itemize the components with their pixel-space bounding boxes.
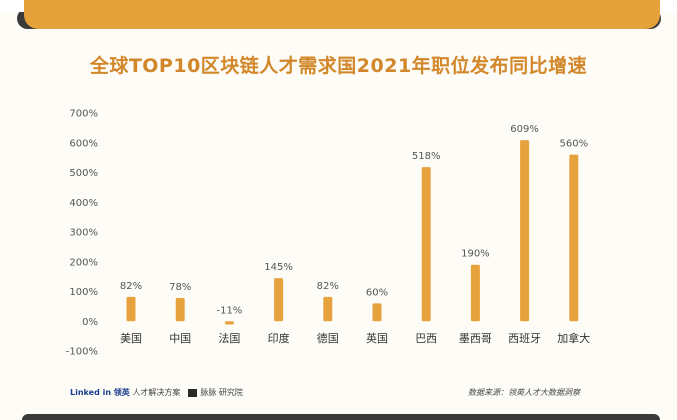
y-tick-label: 200% [69, 257, 98, 268]
bar [520, 140, 530, 322]
y-tick-label: 600% [69, 138, 98, 149]
value-label: 145% [264, 262, 293, 273]
y-tick-label: 300% [69, 228, 98, 239]
linkedin-sub: 人才解决方案 [132, 388, 181, 397]
bar [323, 296, 333, 322]
bar [372, 303, 382, 322]
bars [126, 140, 579, 325]
x-tick-label: 法国 [218, 331, 240, 345]
bar [126, 296, 136, 322]
bar [175, 298, 185, 322]
y-axis: -100% 0% 100% 200% 300% 400% 500% 600% 700% [66, 109, 98, 358]
y-tick-label: 700% [69, 109, 98, 120]
x-tick-label: 墨西哥 [459, 332, 492, 345]
value-label: 190% [461, 249, 490, 260]
y-tick-label: 500% [69, 168, 98, 179]
x-tick-label: 巴西 [415, 332, 437, 345]
maimai-label: 脉脉 研究院 [200, 388, 243, 397]
bottom-decorative-bar [22, 414, 660, 420]
maimai-mark-icon [188, 388, 198, 397]
value-label: 518% [412, 151, 441, 162]
x-tick-label: 印度 [268, 331, 290, 345]
x-tick-label: 美国 [120, 332, 142, 345]
x-tick-label: 加拿大 [557, 331, 590, 345]
y-tick-label: -100% [66, 347, 98, 358]
value-label: 82% [317, 281, 339, 292]
bar [274, 278, 284, 322]
maimai-logo: 脉脉 研究院 [188, 387, 243, 398]
bar [224, 321, 234, 325]
value-label: 609% [510, 124, 539, 135]
y-tick-label: 100% [69, 287, 98, 298]
y-tick-label: 400% [69, 198, 98, 209]
value-label: 82% [120, 281, 142, 292]
footer-logos: Linked in 领英 人才解决方案 脉脉 研究院 [70, 387, 243, 398]
value-labels: 82% 78% -11% 145% 82% 60% 518% 190% 609% 560% [120, 124, 588, 316]
x-tick-label: 英国 [366, 331, 388, 345]
value-label: 60% [366, 287, 388, 298]
bar [569, 154, 579, 322]
linkedin-brand: Linked in 领英 [70, 388, 130, 397]
x-axis-labels: 美国 中国 法国 印度 德国 英国 巴西 墨西哥 西班牙 加拿大 [120, 331, 590, 345]
value-label: 560% [560, 139, 589, 150]
value-label: -11% [216, 305, 242, 316]
value-label: 78% [169, 282, 191, 293]
bar [421, 167, 431, 322]
x-tick-label: 西班牙 [508, 332, 541, 345]
x-tick-label: 德国 [317, 331, 339, 345]
top-decorative-bar [24, 0, 660, 29]
data-source: 数据来源：领英人才大数据洞察 [468, 388, 580, 397]
linkedin-logo: Linked in 领英 人才解决方案 [70, 387, 180, 398]
x-tick-label: 中国 [169, 332, 191, 345]
y-tick-label: 0% [82, 317, 98, 328]
bar [470, 264, 480, 322]
chart-title: 全球TOP10区块链人才需求国2021年职位发布同比增速 [89, 55, 588, 77]
